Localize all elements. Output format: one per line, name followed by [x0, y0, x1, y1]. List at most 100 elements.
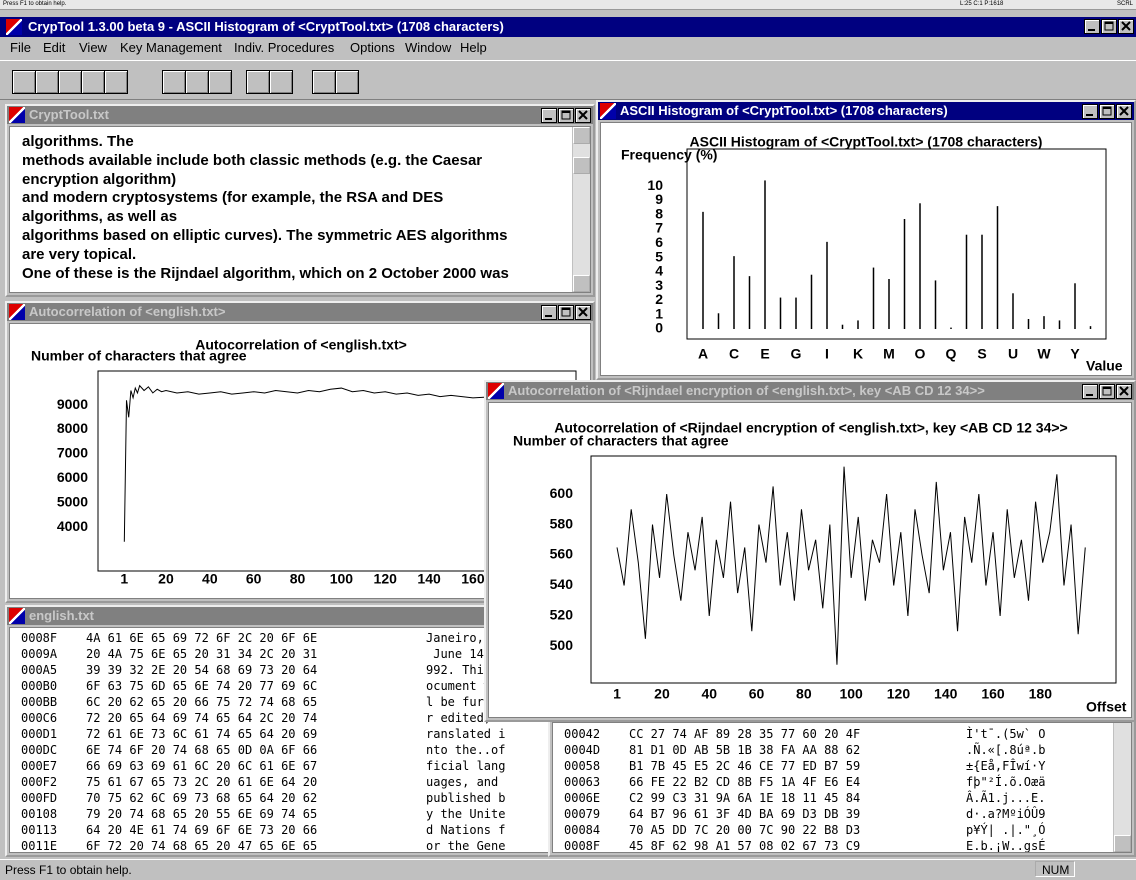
x-tick-label: 40: [701, 686, 717, 702]
cursor-position: L:25 C:1 P:1618: [960, 0, 1003, 9]
hex-bytes: 64 B7 96 61 3F 4D BA 69 D3 DB 39: [629, 807, 860, 821]
x-tick-label: 180: [1029, 686, 1053, 702]
menu-item[interactable]: Key Management: [120, 38, 222, 58]
close-button[interactable]: [575, 108, 591, 123]
hex-row: 0007964 B7 96 61 3F 4D BA 69 D3 DB 39d·.…: [553, 807, 1131, 823]
bar: [1028, 319, 1030, 329]
menu-item[interactable]: View: [79, 38, 107, 58]
maximize-button[interactable]: [558, 305, 574, 320]
scrollbar[interactable]: [1113, 723, 1131, 852]
toolbar-button[interactable]: [335, 70, 359, 94]
maximize-button[interactable]: [1101, 19, 1117, 34]
help-text: Press F1 to obtain help.: [3, 0, 66, 9]
y-axis-label: Frequency (%): [621, 147, 717, 163]
menu-item[interactable]: Help: [460, 38, 487, 58]
bar: [981, 235, 983, 329]
toolbar-button[interactable]: [246, 70, 270, 94]
chart-area: ASCII Histogram of <CryptTool.txt> (1708…: [600, 122, 1132, 376]
minimize-button[interactable]: [1082, 384, 1098, 399]
minimize-button[interactable]: [1082, 104, 1098, 119]
toolbar-button[interactable]: [12, 70, 36, 94]
maximize-button[interactable]: [1099, 384, 1115, 399]
maximize-button[interactable]: [558, 108, 574, 123]
close-button[interactable]: [1118, 19, 1134, 34]
hex-offset: 00084: [564, 823, 600, 837]
hex-text: or the Gene: [426, 839, 505, 853]
data-line: [617, 467, 1085, 665]
hex-offset: 0006E: [564, 791, 600, 805]
toolbar-button[interactable]: [185, 70, 209, 94]
x-axis-label: Offset: [1086, 699, 1127, 715]
toolbar-button[interactable]: [35, 70, 59, 94]
chart: ASCII Histogram of <CryptTool.txt> (1708…: [601, 123, 1132, 376]
hex-bytes: 70 75 62 6C 69 73 68 65 64 20 62: [86, 791, 317, 805]
close-button[interactable]: [575, 305, 591, 320]
histogram-window[interactable]: ASCII Histogram of <CryptTool.txt> (1708…: [596, 100, 1136, 380]
hex-offset: 000E7: [21, 759, 57, 773]
window-title-bar[interactable]: english.txt: [7, 607, 553, 625]
close-button[interactable]: [1116, 104, 1132, 119]
text-line: One of these is the Rijndael algorithm, …: [10, 265, 590, 284]
toolbar-button[interactable]: [208, 70, 232, 94]
close-button[interactable]: [1116, 384, 1132, 399]
y-tick-label: 600: [550, 485, 574, 501]
x-tick-label: C: [729, 346, 739, 362]
bar: [1059, 320, 1061, 329]
toolbar-button[interactable]: [269, 70, 293, 94]
window-buttons[interactable]: [1083, 19, 1134, 34]
window-title-bar[interactable]: ASCII Histogram of <CryptTool.txt> (1708…: [598, 102, 1134, 120]
x-tick-label: E: [760, 346, 769, 362]
x-tick-label: 80: [796, 686, 812, 702]
hex-text: ranslated i: [426, 727, 505, 741]
hex-bytes: 4A 61 6E 65 69 72 6F 2C 20 6F 6E: [86, 631, 317, 645]
bar: [826, 242, 828, 329]
x-tick-label: 20: [654, 686, 670, 702]
hex-row: 000DC6E 74 6F 20 74 68 65 0D 0A 6F 66nto…: [10, 743, 550, 759]
toolbar-button[interactable]: [162, 70, 186, 94]
hex-text: y the Unite: [426, 807, 505, 821]
scrollbar[interactable]: [572, 127, 590, 292]
autocorrelation-window[interactable]: Autocorrelation of <Rijndael encryption …: [484, 380, 1136, 722]
window-title-bar[interactable]: CryptTool.txt: [7, 106, 593, 124]
minimize-button[interactable]: [1084, 19, 1100, 34]
hex-row: 0008470 A5 DD 7C 20 00 7C 90 22 B8 D3p¥Ý…: [553, 823, 1131, 839]
minimize-button[interactable]: [541, 305, 557, 320]
maximize-button[interactable]: [1099, 104, 1115, 119]
window-title-bar[interactable]: Autocorrelation of <english.txt>: [7, 303, 593, 321]
bar: [733, 256, 735, 329]
bar: [1012, 293, 1014, 329]
window-title-bar[interactable]: Autocorrelation of <Rijndael encryption …: [486, 382, 1134, 400]
toolbar-button[interactable]: [58, 70, 82, 94]
hex-bytes: C2 99 C3 31 9A 6A 1E 18 11 45 84: [629, 791, 860, 805]
hex-bytes: B1 7B 45 E5 2C 46 CE 77 ED B7 59: [629, 759, 860, 773]
window-title: ASCII Histogram of <CryptTool.txt> (1708…: [620, 103, 948, 118]
status-help: Press F1 to obtain help.: [5, 860, 132, 880]
menu-item[interactable]: Indiv. Procedures: [234, 38, 334, 58]
toolbar-button[interactable]: [104, 70, 128, 94]
minimize-button[interactable]: [541, 108, 557, 123]
y-tick-label: 560: [550, 546, 574, 562]
hex-bytes: 70 A5 DD 7C 20 00 7C 90 22 B8 D3: [629, 823, 860, 837]
hex-offset: 00108: [21, 807, 57, 821]
menu-item[interactable]: File: [10, 38, 31, 58]
hex-offset: 00042: [564, 727, 600, 741]
text-line: are very topical.: [10, 246, 590, 265]
hex-bytes: 45 8F 62 98 A1 57 08 02 67 73 C9: [629, 839, 860, 853]
bar: [888, 279, 890, 329]
hex-content: 00042CC 27 74 AF 89 28 35 77 60 20 4FÌ't…: [552, 722, 1132, 853]
menu-item[interactable]: Options: [350, 38, 395, 58]
toolbar-button[interactable]: [81, 70, 105, 94]
x-tick-label: O: [915, 346, 926, 362]
plot-frame: [591, 456, 1116, 683]
hex-bytes: 66 FE 22 B2 CD 8B F5 1A 4F E6 E4: [629, 775, 860, 789]
x-tick-label: 60: [246, 571, 262, 587]
toolbar-button[interactable]: [312, 70, 336, 94]
menu-item[interactable]: Edit: [43, 38, 65, 58]
menu-item[interactable]: Window: [405, 38, 451, 58]
chart-area: Autocorrelation of <Rijndael encryption …: [488, 402, 1132, 718]
